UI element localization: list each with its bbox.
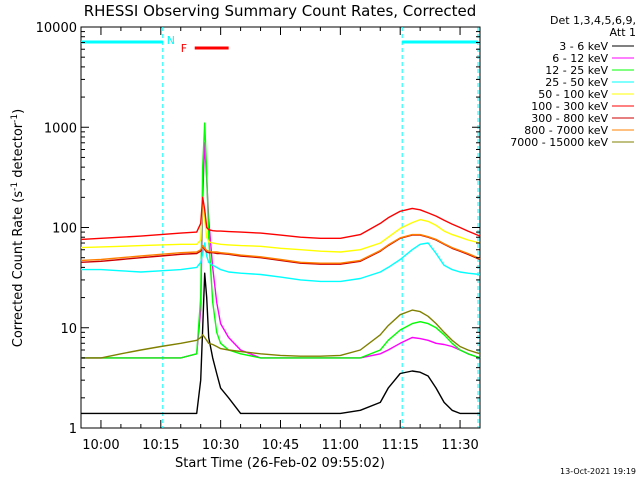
y-tick-label-2: 100 — [52, 222, 77, 237]
series-line-0 — [81, 272, 480, 415]
series-line-5 — [80, 196, 481, 241]
x-tick-label-6: 11:30 — [441, 438, 478, 453]
series-line-2 — [81, 122, 481, 359]
x-axis-label: Start Time (26-Feb-02 09:55:02) — [175, 456, 385, 471]
series-line-4 — [80, 196, 481, 253]
annotations-layer: NF — [81, 27, 479, 428]
x-tick-label-4: 11:00 — [322, 438, 359, 453]
x-tick-label-0: 10:00 — [82, 438, 119, 453]
x-tick-label-5: 11:15 — [381, 438, 418, 453]
x-tick-label-3: 10:45 — [262, 438, 299, 453]
series-layer — [80, 122, 481, 415]
y-axis-label: Corrected Count Rate (s-1 detector-1) — [10, 109, 26, 347]
y-tick-label-4: 10000 — [36, 21, 77, 36]
x-axis: 10:00 10:15 10:30 10:45 11:00 11:15 11:30 — [82, 27, 479, 453]
legend-label-0: 3 - 6 keV — [559, 40, 608, 53]
x-tick-label-1: 10:15 — [142, 438, 179, 453]
legend-label-5: 100 - 300 keV — [531, 100, 608, 113]
legend-label-6: 300 - 800 keV — [531, 112, 608, 125]
legend-label-4: 50 - 100 keV — [538, 88, 608, 101]
y-axis: 1 10 100 1000 10000 — [36, 21, 480, 437]
legend-label-7: 800 - 7000 keV — [524, 124, 608, 137]
night-label: N — [167, 34, 175, 47]
legend-label-2: 12 - 25 keV — [545, 64, 608, 77]
legend-header-2: Att 1 — [610, 26, 636, 39]
flare-label: F — [181, 42, 187, 55]
x-tick-label-2: 10:30 — [202, 438, 239, 453]
chart-title: RHESSI Observing Summary Count Rates, Co… — [84, 2, 477, 20]
series-line-7 — [80, 233, 481, 264]
legend-label-1: 6 - 12 keV — [552, 52, 608, 65]
y-tick-label-0: 1 — [69, 422, 77, 437]
y-tick-label-1: 10 — [60, 322, 77, 337]
legend-label-8: 7000 - 15000 keV — [510, 136, 608, 149]
series-line-8 — [81, 309, 481, 359]
legend-label-3: 25 - 50 keV — [545, 76, 608, 89]
plot-area — [80, 26, 481, 429]
series-line-3 — [81, 242, 481, 283]
y-tick-label-3: 1000 — [44, 121, 77, 136]
legend-header-1: Det 1,3,4,5,6,9, — [550, 14, 636, 27]
timestamp: 13-Oct-2021 19:19 — [560, 467, 636, 476]
